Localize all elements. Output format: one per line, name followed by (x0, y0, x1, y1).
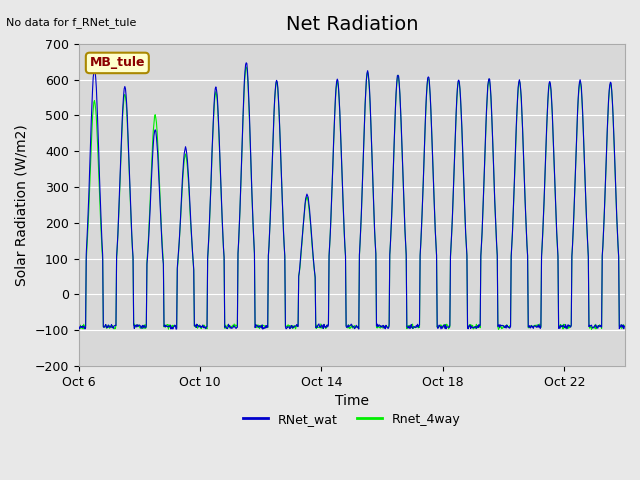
Text: MB_tule: MB_tule (90, 57, 145, 70)
Legend: RNet_wat, Rnet_4way: RNet_wat, Rnet_4way (238, 408, 465, 431)
X-axis label: Time: Time (335, 394, 369, 408)
Title: Net Radiation: Net Radiation (285, 15, 418, 34)
Text: No data for f_RNet_tule: No data for f_RNet_tule (6, 17, 137, 28)
Y-axis label: Solar Radiation (W/m2): Solar Radiation (W/m2) (15, 124, 29, 286)
